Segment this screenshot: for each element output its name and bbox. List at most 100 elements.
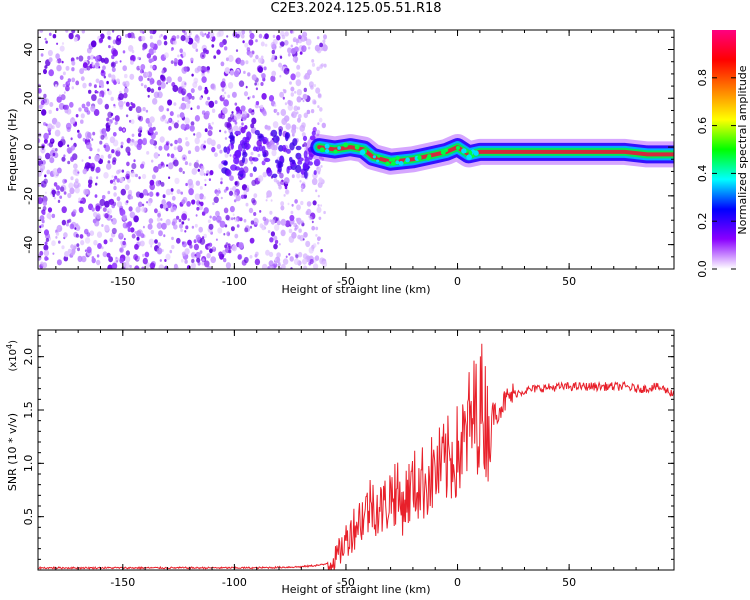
- noise-speck: [107, 160, 111, 164]
- noise-speck: [74, 169, 80, 177]
- noise-speck: [142, 253, 145, 257]
- noise-speck: [147, 223, 153, 230]
- noise-speck: [293, 258, 300, 266]
- noise-speck: [254, 82, 257, 86]
- noise-speck: [142, 257, 148, 265]
- noise-speck: [296, 89, 302, 96]
- noise-speck: [220, 196, 223, 200]
- noise-speck: [187, 239, 192, 246]
- noise-speck: [274, 258, 277, 261]
- noise-speck: [193, 239, 197, 244]
- noise-speck: [265, 249, 270, 256]
- noise-speck: [116, 169, 120, 175]
- noise-speck: [208, 223, 214, 230]
- noise-speck: [86, 232, 91, 237]
- noise-speck: [104, 103, 110, 110]
- noise-speck: [167, 99, 173, 106]
- noise-speck: [225, 214, 230, 221]
- noise-speck: [252, 58, 256, 63]
- noise-speck: [214, 152, 218, 157]
- noise-speck: [317, 204, 320, 207]
- noise-speck: [139, 69, 144, 74]
- noise-speck: [165, 207, 169, 212]
- noise-speck: [295, 38, 300, 44]
- noise-speck: [264, 43, 268, 47]
- noise-speck: [263, 219, 269, 226]
- noise-speck: [80, 119, 84, 124]
- noise-speck: [258, 144, 263, 152]
- noise-speck: [210, 83, 216, 90]
- noise-speck: [44, 191, 47, 194]
- noise-speck: [249, 30, 252, 34]
- noise-speck: [137, 138, 143, 146]
- noise-speck: [244, 125, 248, 130]
- noise-speck: [280, 218, 287, 226]
- noise-speck: [243, 218, 247, 223]
- noise-speck: [205, 110, 210, 117]
- noise-speck: [156, 247, 163, 255]
- noise-speck: [122, 65, 127, 72]
- noise-speck: [57, 190, 60, 194]
- noise-speck: [227, 82, 234, 89]
- noise-speck: [104, 224, 110, 232]
- noise-speck: [262, 171, 267, 178]
- noise-speck: [191, 168, 198, 175]
- noise-speck: [234, 149, 241, 159]
- noise-speck: [149, 42, 155, 48]
- noise-speck: [43, 93, 47, 99]
- signal-blob: [473, 150, 479, 156]
- noise-speck: [323, 63, 327, 68]
- noise-speck: [307, 256, 311, 261]
- noise-speck: [273, 243, 278, 250]
- noise-speck: [264, 124, 269, 130]
- noise-speck: [260, 55, 264, 59]
- noise-speck: [131, 103, 136, 109]
- noise-speck: [297, 234, 301, 240]
- noise-speck: [253, 217, 259, 225]
- noise-speck: [154, 145, 157, 149]
- noise-speck: [63, 91, 66, 94]
- noise-speck: [71, 30, 76, 34]
- noise-speck: [302, 258, 307, 265]
- noise-speck: [137, 229, 143, 237]
- noise-speck: [234, 102, 238, 106]
- noise-speck: [49, 217, 52, 220]
- noise-speck: [145, 117, 151, 124]
- noise-speck: [311, 130, 316, 136]
- noise-speck: [216, 144, 221, 150]
- noise-speck: [87, 132, 92, 138]
- noise-speck: [137, 56, 140, 60]
- noise-speck: [126, 221, 132, 228]
- noise-speck: [106, 163, 112, 170]
- noise-speck: [122, 50, 126, 54]
- noise-speck: [280, 205, 285, 211]
- noise-speck: [130, 227, 135, 233]
- noise-speck: [315, 189, 318, 193]
- noise-speck: [54, 129, 61, 137]
- noise-speck: [51, 240, 56, 247]
- noise-speck: [119, 233, 123, 237]
- noise-speck: [243, 70, 246, 74]
- noise-speck: [75, 114, 79, 118]
- noise-speck: [171, 195, 176, 201]
- noise-speck: [225, 186, 229, 191]
- noise-speck: [100, 154, 104, 160]
- noise-speck: [209, 31, 215, 38]
- noise-speck: [160, 218, 163, 221]
- noise-speck: [180, 35, 186, 42]
- noise-speck: [133, 36, 136, 39]
- noise-speck: [164, 259, 167, 262]
- noise-speck: [296, 172, 301, 179]
- noise-speck: [228, 245, 232, 250]
- noise-speck: [53, 196, 57, 200]
- noise-speck: [259, 223, 264, 229]
- noise-speck: [72, 209, 77, 215]
- noise-speck: [298, 34, 302, 40]
- noise-speck: [59, 75, 64, 80]
- noise-speck: [97, 148, 100, 152]
- noise-speck: [65, 30, 69, 33]
- noise-speck: [203, 233, 207, 239]
- noise-speck: [150, 77, 154, 82]
- noise-speck: [199, 193, 204, 200]
- noise-speck: [99, 140, 103, 145]
